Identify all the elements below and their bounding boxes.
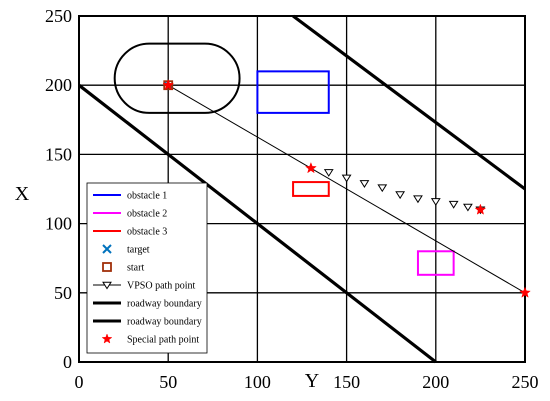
legend-label: obstacle 3 [127,227,167,238]
legend-label: roadway boundary [127,299,202,310]
special-path-point [162,79,175,91]
obstacle-rect [256,70,330,114]
y-tick-label: 100 [45,214,72,234]
x-tick-label: 100 [244,372,271,392]
legend-swatch [102,244,112,254]
y-tick-label: 250 [45,6,72,26]
x-tick-label: 250 [512,372,539,392]
y-tick-label: 0 [63,352,72,372]
y-tick-label: 150 [45,144,72,164]
legend: obstacle 1 obstacle 2 obstacle 3 target star… [86,182,208,354]
legend-label: roadway boundary [127,317,202,328]
x-tick-label: 150 [333,372,360,392]
legend-label: obstacle 2 [127,209,167,220]
legend-box [86,182,208,354]
y-tick-labels: 0 50 100 150 200 250 [45,6,72,372]
x-tick-label: 50 [159,372,177,392]
x-tick-labels: 0 50 100 150 200 250 [75,372,539,392]
special-path-point [519,286,531,298]
legend-label: VPSO path point [127,281,196,292]
vpso-path-point [323,169,334,177]
y-tick-label: 200 [45,75,72,95]
vpso-path-point [395,191,406,200]
obstacle-rect [292,181,330,197]
chart-marks [78,14,531,364]
y-axis-label: X [15,183,30,205]
vpso-path-point [430,198,441,206]
vpso-path-point [359,180,370,189]
legend-label: Special path point [127,335,199,346]
legend-label: obstacle 1 [127,191,167,202]
vpso-path-point [448,200,459,209]
special-path-point [474,203,487,215]
roadway-boundary-line [78,83,437,364]
roadway-boundary-line [292,14,526,191]
x-tick-label: 0 [75,372,84,392]
capsule-obstacle [113,42,241,114]
obstacle-rect [416,250,455,276]
legend-swatch [102,262,112,272]
vpso-path-point [463,203,473,212]
legend-swatch-marker [102,281,112,290]
vpso-path-point [341,174,352,183]
special-path-point [305,161,317,174]
vpso-path-point [413,195,423,204]
legend-swatch [101,333,113,344]
legend-label: start [127,263,144,274]
x-axis-label: Y [305,370,319,392]
vpso-path-point [377,184,388,193]
y-tick-label: 50 [54,283,72,303]
legend-label: target [127,245,150,256]
x-tick-label: 200 [422,372,449,392]
